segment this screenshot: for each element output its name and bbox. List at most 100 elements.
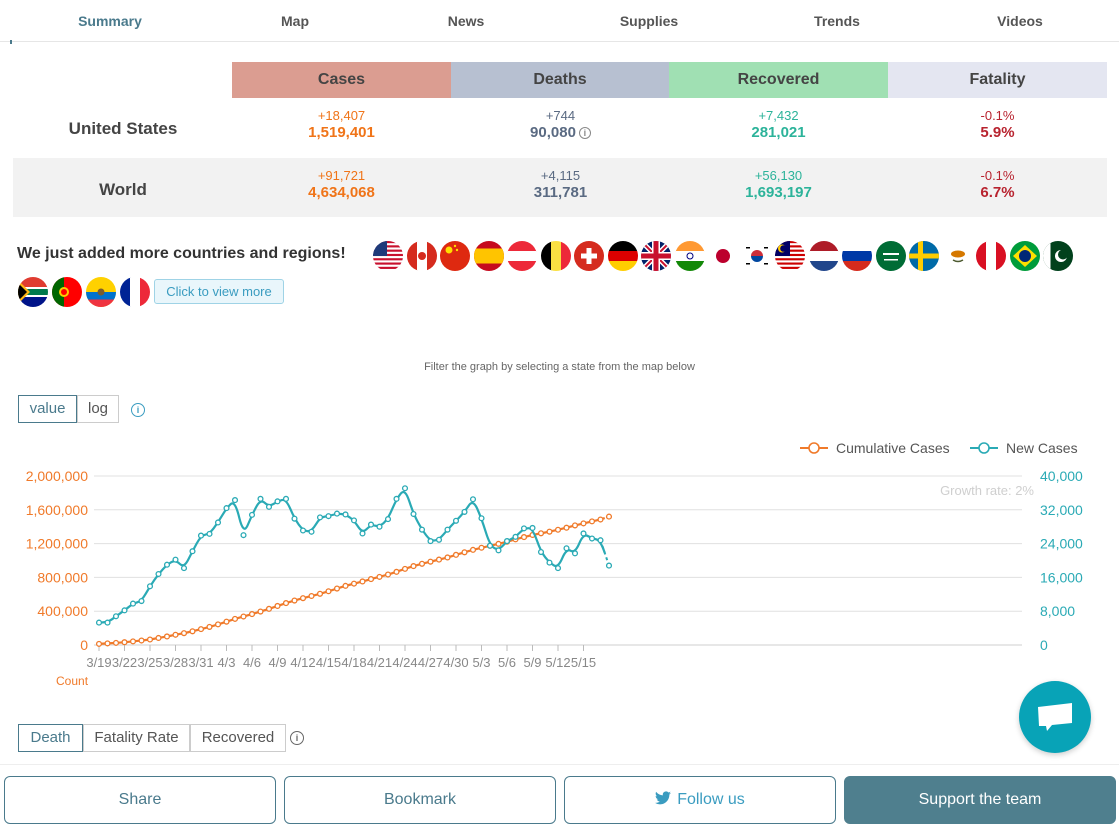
y-tick-right: 32,000	[1040, 502, 1083, 518]
cumulative-point	[571, 522, 579, 529]
new-point	[172, 556, 179, 563]
support-button[interactable]: Support the team	[844, 776, 1116, 824]
y-tick-right: 40,000	[1040, 468, 1083, 484]
flag-de-icon[interactable]	[607, 241, 638, 271]
cumulative-point	[563, 524, 570, 531]
x-tick-label: 3/22	[112, 655, 137, 670]
world-deaths-cell: +4,115 311,781	[451, 168, 670, 202]
info-icon[interactable]: i	[578, 127, 591, 139]
us-deaths-delta: +744	[545, 108, 576, 123]
new-point	[546, 559, 553, 566]
x-tick-label: 3/28	[163, 655, 188, 670]
new-point	[163, 561, 171, 568]
flag-br-icon[interactable]	[1009, 241, 1040, 271]
new-point	[121, 607, 128, 614]
tab-summary[interactable]: Summary	[78, 13, 142, 29]
flag-pk-icon[interactable]	[1043, 241, 1073, 271]
new-point	[452, 517, 460, 524]
cumulative-point	[393, 568, 400, 575]
chart-tabs-info-icon[interactable]: i	[290, 731, 304, 745]
x-tick-label: 4/15	[316, 655, 341, 670]
cumulative-point	[308, 592, 315, 600]
new-point	[486, 542, 494, 549]
cumulative-point	[427, 558, 434, 565]
y-tick-left: 0	[80, 637, 88, 653]
col-header-deaths: Deaths	[451, 62, 669, 98]
flag-ca-icon[interactable]	[406, 241, 437, 271]
new-point	[206, 530, 213, 537]
new-point	[410, 510, 417, 518]
flag-fr-icon[interactable]	[120, 277, 150, 307]
view-more-button[interactable]: Click to view more	[154, 279, 284, 304]
y-tick-right: 0	[1040, 637, 1048, 653]
new-point	[189, 548, 196, 555]
flag-kr-icon[interactable]	[741, 241, 772, 271]
cumulative-point	[597, 516, 604, 523]
tab-news[interactable]: News	[447, 13, 485, 29]
legend-label: Cumulative Cases	[836, 440, 950, 456]
flag-gb-icon[interactable]	[641, 241, 671, 271]
flag-cy-icon[interactable]	[942, 241, 973, 271]
tab-videos[interactable]: Videos	[997, 13, 1043, 29]
x-tick-label: 5/15	[571, 655, 596, 670]
flag-nl-icon[interactable]	[808, 241, 839, 271]
flag-za-icon[interactable]	[18, 277, 48, 307]
share-button[interactable]: Share	[4, 776, 276, 824]
cumulative-point	[214, 621, 222, 628]
flag-ch-icon[interactable]	[574, 241, 604, 271]
chat-button[interactable]	[1019, 681, 1091, 753]
cumulative-point	[478, 544, 485, 551]
flag-in-icon[interactable]	[674, 241, 705, 271]
new-point	[265, 503, 273, 510]
new-point	[588, 535, 596, 542]
flag-be-icon[interactable]	[540, 241, 571, 271]
us-cases-cell: +18,407 1,519,401	[232, 108, 451, 142]
flag-at-icon[interactable]	[507, 241, 537, 271]
value-toggle[interactable]: value	[18, 395, 77, 423]
cumulative-point	[554, 526, 562, 533]
cumulative-point	[495, 540, 502, 547]
follow-button[interactable]: Follow us	[564, 776, 836, 824]
cumulative-point	[257, 608, 264, 615]
x-tick-label: 5/12	[545, 655, 570, 670]
flag-pt-icon[interactable]	[52, 277, 82, 307]
flag-us-icon[interactable]	[373, 241, 403, 271]
new-point	[257, 495, 264, 502]
bookmark-button[interactable]: Bookmark	[284, 776, 556, 824]
recovered-tab[interactable]: Recovered	[190, 724, 286, 752]
flag-ru-icon[interactable]	[842, 241, 872, 271]
flag-cn-icon[interactable]	[440, 241, 470, 271]
new-point	[376, 523, 383, 530]
flag-sa-icon[interactable]	[875, 241, 906, 271]
x-axis-label: Count	[56, 674, 89, 688]
new-point	[571, 550, 579, 557]
stats-row-us: United States +18,407 1,519,401 +744 90,…	[13, 99, 1107, 158]
cumulative-point	[605, 513, 613, 520]
world-deaths-total: 311,781	[533, 184, 588, 201]
flag-se-icon[interactable]	[909, 241, 939, 271]
cumulative-point	[333, 585, 341, 592]
legend-swatch-marker	[978, 442, 990, 454]
new-point	[478, 515, 485, 522]
flag-pe-icon[interactable]	[976, 241, 1006, 271]
tab-supplies[interactable]: Supplies	[619, 13, 679, 29]
death-tab[interactable]: Death	[18, 724, 83, 752]
new-point	[316, 514, 324, 521]
flag-jp-icon[interactable]	[708, 241, 738, 271]
new-point	[197, 532, 205, 539]
world-cases-delta: +91,721	[317, 168, 366, 183]
flag-my-icon[interactable]	[775, 241, 805, 271]
flag-es-icon[interactable]	[473, 241, 504, 271]
flag-ec-icon[interactable]	[86, 277, 116, 307]
cumulative-point	[282, 600, 290, 607]
log-toggle[interactable]: log	[77, 395, 119, 423]
scale-info-icon[interactable]: i	[131, 403, 145, 417]
new-point	[248, 511, 256, 518]
cumulative-point	[342, 582, 349, 589]
tab-map[interactable]: Map	[281, 13, 309, 29]
tab-trends[interactable]: Trends	[814, 13, 860, 29]
world-cases-cell: +91,721 4,634,068	[232, 168, 451, 202]
cumulative-point	[418, 560, 426, 567]
fatality-rate-tab[interactable]: Fatality Rate	[83, 724, 190, 752]
us-recovered-delta: +7,432	[758, 108, 799, 123]
